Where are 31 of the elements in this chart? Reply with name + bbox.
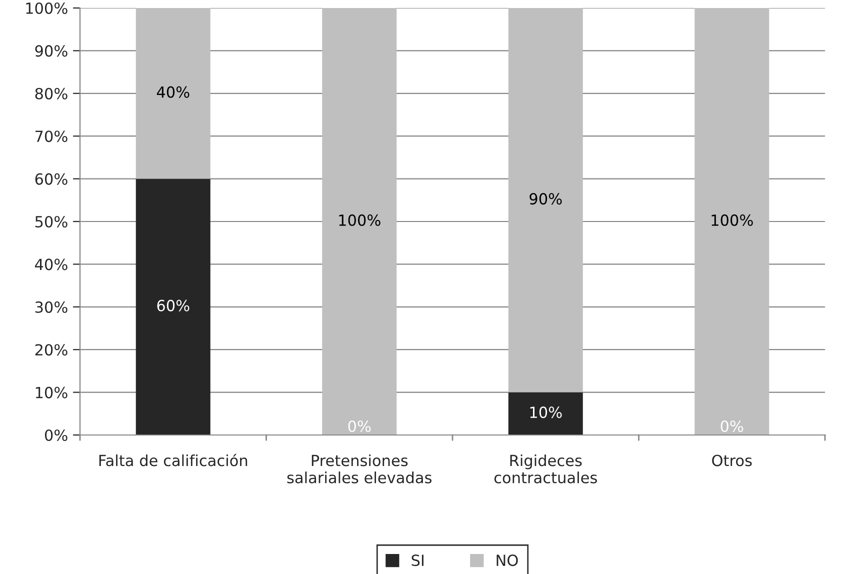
x-tick-label: Pretensiones salariales elevadas [287,454,432,484]
x-tick-label: Rigideces contractuales [494,454,597,484]
y-tick-label: 60% [35,173,68,185]
bar [694,8,770,435]
y-tick-label: 70% [35,130,68,142]
y-tick-label: 0% [44,429,68,442]
y-tick-label: 50% [35,216,68,228]
bar [136,8,210,179]
bar [508,392,583,435]
y-tick-label: 40% [34,258,68,270]
y-tick-label: 30% [35,301,68,313]
data-label: 10% [530,406,562,418]
data-label: 40% [156,86,190,98]
y-tick-label: 20% [35,344,68,356]
legend-label: SI [412,554,424,566]
bar [508,8,583,392]
data-label: 0% [720,420,744,432]
legend-label: NO [496,554,518,566]
y-tick-label: 90% [35,45,68,57]
x-tick-label: Otros [712,454,752,466]
x-tick-label: Falta de calificación [99,454,248,466]
y-tick-label: 80% [35,88,68,100]
bar [136,178,210,435]
data-label: 0% [348,420,371,432]
data-label: 90% [530,193,562,205]
y-tick-label: 100% [26,2,68,14]
data-label: 100% [712,214,753,226]
y-tick-label: 10% [36,386,68,398]
data-label: 100% [339,214,380,226]
data-label: 60% [157,300,190,312]
bar [322,8,397,435]
